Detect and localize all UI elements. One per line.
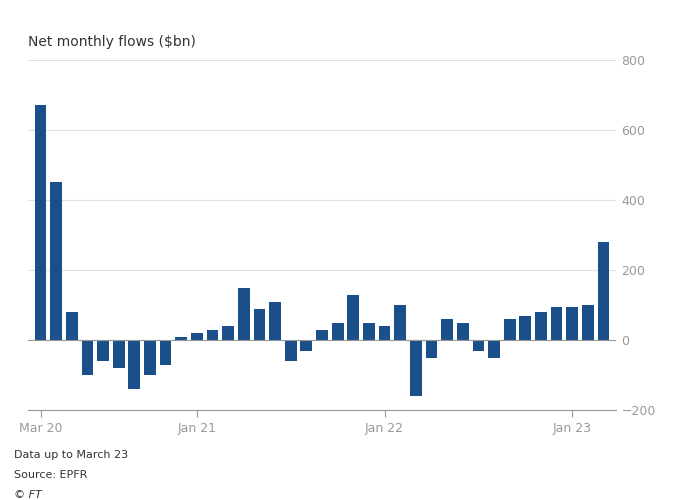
Bar (363, 322, 374, 340)
Text: © FT: © FT (14, 490, 42, 500)
Title: Net monthly flows ($bn): Net monthly flows ($bn) (28, 35, 196, 49)
Bar (441, 319, 453, 340)
Bar (488, 340, 500, 357)
Bar (300, 340, 312, 350)
Text: Source: EPFR: Source: EPFR (14, 470, 88, 480)
Bar (379, 326, 391, 340)
Bar (332, 322, 344, 340)
Bar (426, 340, 438, 357)
Bar (551, 306, 562, 340)
Bar (285, 340, 297, 361)
Bar (191, 333, 203, 340)
Bar (347, 294, 359, 340)
Bar (582, 305, 594, 340)
Bar (34, 106, 46, 340)
Bar (238, 288, 250, 340)
Bar (97, 340, 109, 361)
Bar (457, 322, 468, 340)
Bar (394, 305, 406, 340)
Bar (519, 316, 531, 340)
Bar (66, 312, 78, 340)
Bar (113, 340, 125, 368)
Bar (223, 326, 234, 340)
Bar (160, 340, 172, 364)
Bar (473, 340, 484, 350)
Bar (144, 340, 156, 375)
Bar (129, 340, 140, 389)
Bar (316, 330, 328, 340)
Bar (176, 336, 187, 340)
Bar (50, 182, 62, 340)
Bar (598, 242, 610, 340)
Bar (504, 319, 515, 340)
Bar (410, 340, 421, 396)
Bar (566, 306, 578, 340)
Bar (82, 340, 93, 375)
Bar (535, 312, 547, 340)
Text: Data up to March 23: Data up to March 23 (14, 450, 128, 460)
Bar (270, 302, 281, 340)
Bar (206, 330, 218, 340)
Bar (253, 308, 265, 340)
